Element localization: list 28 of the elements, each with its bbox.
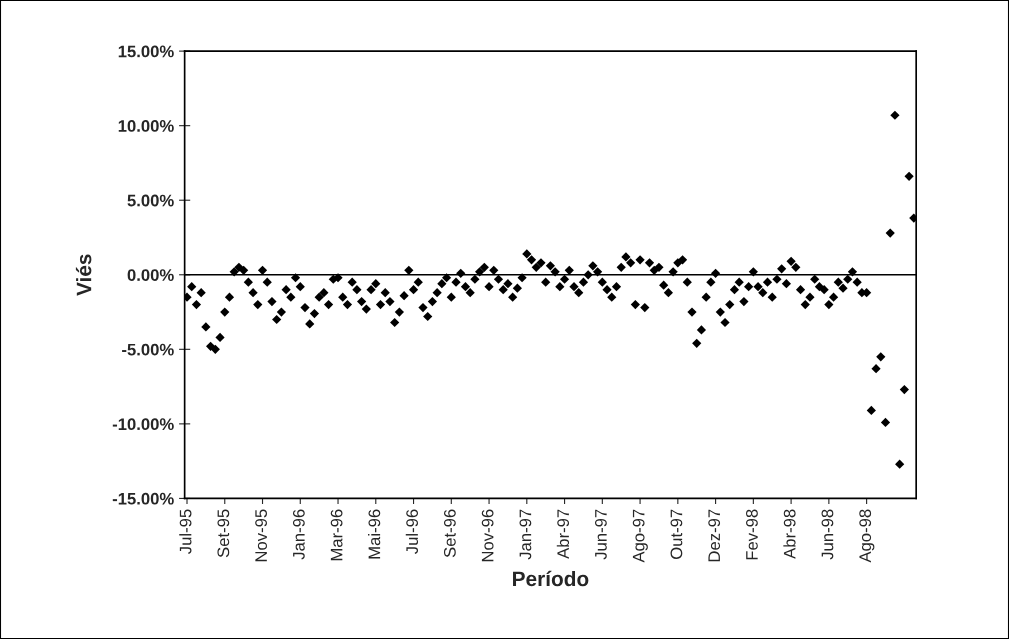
y-tick-label: 15.00% [118, 45, 174, 58]
x-tick-label: Jan-97 [519, 509, 532, 560]
y-tick-label: 10.00% [118, 120, 174, 132]
y-axis-title: Viés [75, 254, 92, 296]
x-tick-label: Mai-96 [368, 509, 381, 559]
y-tick-label: -15.00% [112, 492, 174, 505]
x-tick-label: Abr-97 [556, 509, 570, 559]
x-tick-label: Nov-95 [255, 509, 267, 562]
x-tick-label: Jul-95 [179, 509, 192, 554]
x-axis-title: Período [513, 570, 589, 587]
x-tick-label: Fev-98 [746, 509, 758, 560]
x-tick-label: Out-97 [670, 509, 683, 559]
y-tick-label: 5.00% [127, 194, 174, 207]
x-tick-label: Ago-97 [632, 509, 648, 563]
x-tick-label: Abr-98 [783, 509, 796, 559]
x-tick-label: Jan-96 [292, 509, 305, 560]
x-tick-label: Ago-98 [859, 509, 875, 563]
y-tick-label: 0.00% [127, 269, 174, 281]
x-tick-label: Mar-96 [330, 509, 343, 561]
y-tick-label: -10.00% [112, 418, 174, 431]
x-tick-label: Dez-97 [708, 509, 721, 562]
x-tick-label: Jun-98 [821, 509, 834, 560]
x-tick-label: Nov-96 [481, 509, 494, 562]
x-tick-label: Set-95 [217, 509, 230, 558]
x-tick-label: Jul-96 [405, 509, 419, 554]
y-tick-label: -5.00% [122, 343, 174, 356]
x-tick-label: Set-96 [443, 509, 456, 558]
x-tick-label: Jun-97 [595, 509, 607, 560]
